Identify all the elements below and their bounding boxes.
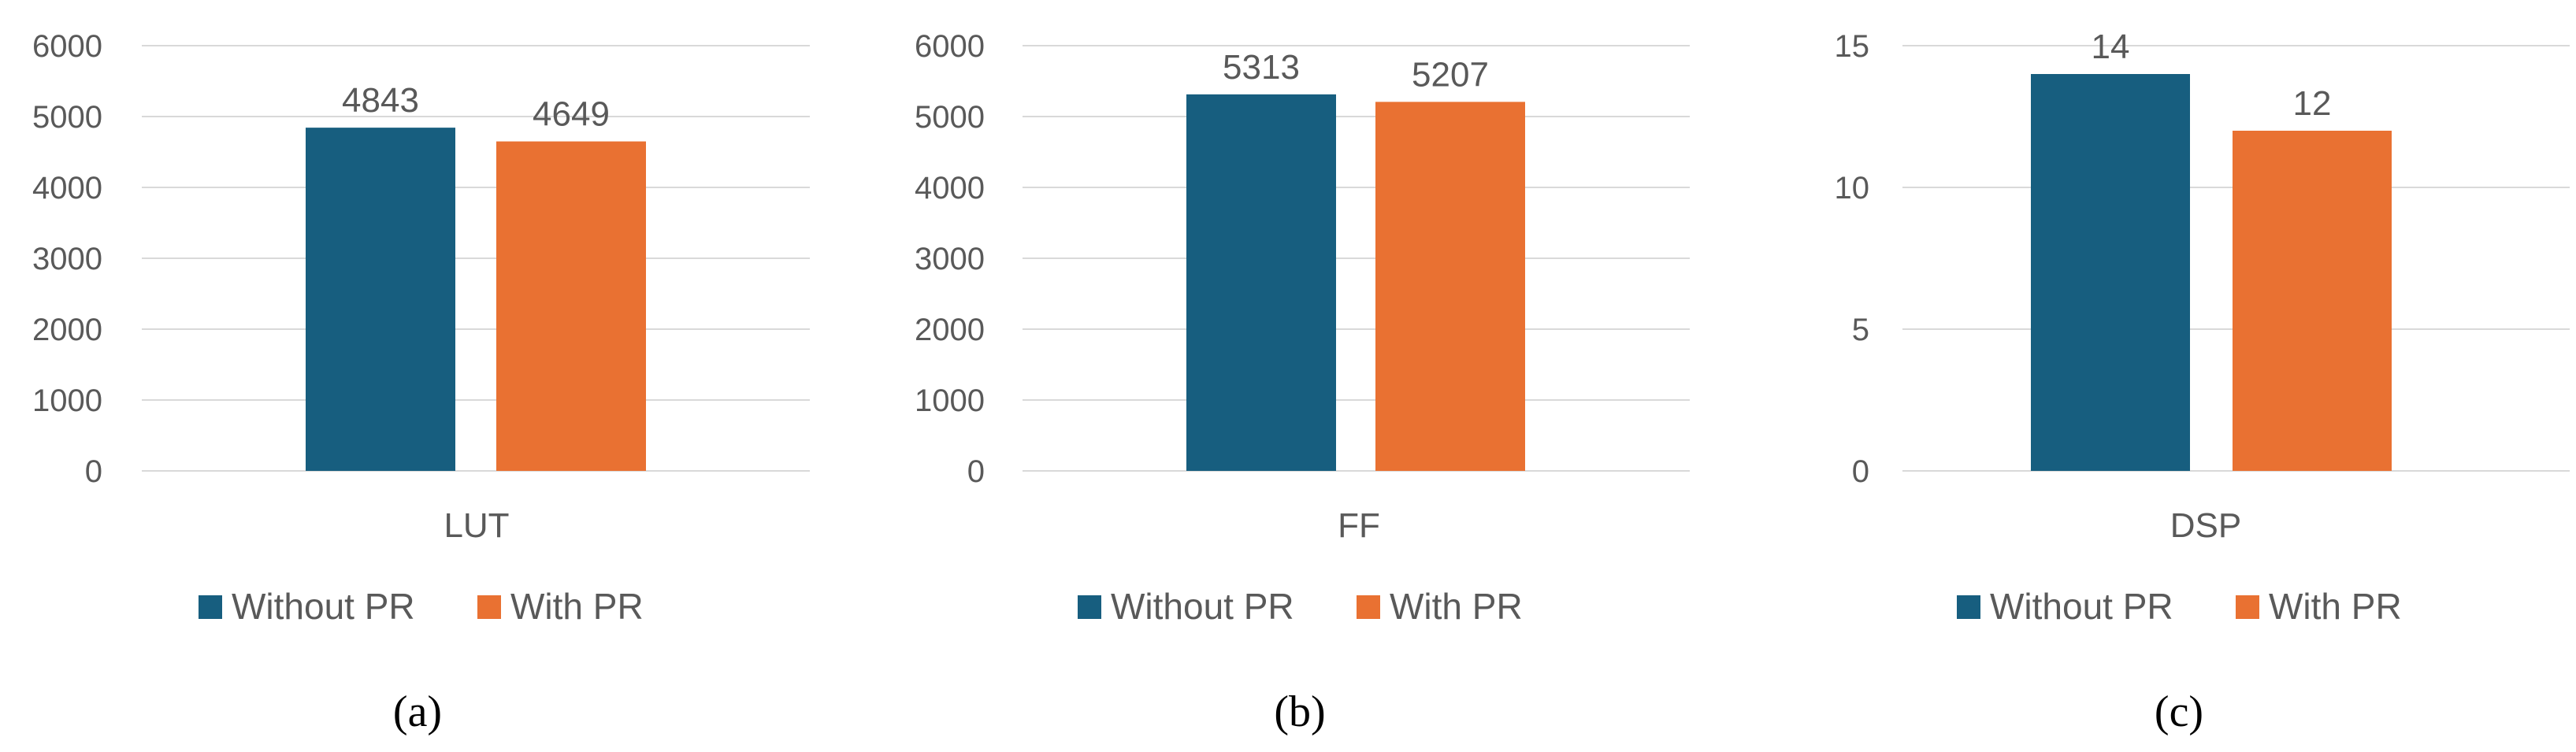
legend-label-without-pr: Without PR — [1111, 586, 1294, 627]
category-label: LUT — [444, 506, 509, 545]
panel-caption: (c) — [2155, 687, 2203, 736]
data-labels: 14 12 — [2092, 28, 2332, 123]
gridlines — [142, 45, 810, 472]
legend-label-without-pr: Without PR — [1990, 586, 2173, 627]
y-tick-label: 0 — [967, 454, 985, 489]
category-label: DSP — [2170, 506, 2241, 545]
bar-with-pr — [496, 141, 646, 471]
y-tick-label: 4000 — [32, 171, 102, 206]
category-label: FF — [1338, 506, 1380, 545]
legend-label-without-pr: Without PR — [232, 586, 415, 627]
chart-panel-b: 0 1000 2000 3000 4000 5000 6000 5313 5207 FF Wi… — [915, 29, 1690, 736]
y-axis: 0 5 10 15 — [1835, 29, 1870, 489]
legend-swatch-without-pr — [1957, 595, 1980, 619]
data-label-without-pr: 4843 — [342, 81, 419, 120]
legend-label-with-pr: With PR — [2269, 586, 2402, 627]
panel-caption: (b) — [1274, 687, 1325, 736]
y-tick-label: 5000 — [32, 100, 102, 135]
bar-without-pr — [306, 128, 455, 471]
y-tick-label: 4000 — [915, 171, 985, 206]
legend-swatch-with-pr — [1357, 595, 1380, 619]
legend: Without PR With PR — [1078, 586, 1523, 627]
y-tick-label: 5000 — [915, 100, 985, 135]
chart-panel-c: 0 5 10 15 14 12 DSP Without PR With PR (c) — [1835, 28, 2570, 736]
y-tick-label: 0 — [1852, 454, 1869, 489]
legend: Without PR With PR — [1957, 586, 2402, 627]
legend-label-with-pr: With PR — [510, 586, 644, 627]
bar-series — [306, 128, 646, 471]
gridlines — [1023, 45, 1690, 472]
data-labels: 4843 4649 — [342, 81, 610, 133]
bar-series — [1186, 94, 1525, 471]
legend-swatch-without-pr — [1078, 595, 1101, 619]
data-label-without-pr: 14 — [2092, 28, 2130, 66]
legend-swatch-with-pr — [2236, 595, 2259, 619]
legend: Without PR With PR — [199, 586, 644, 627]
legend-swatch-without-pr — [199, 595, 222, 619]
y-tick-label: 1000 — [915, 383, 985, 418]
y-tick-label: 5 — [1852, 313, 1869, 347]
data-label-with-pr: 5207 — [1412, 55, 1489, 94]
data-label-without-pr: 5313 — [1223, 48, 1300, 87]
y-tick-label: 15 — [1835, 29, 1870, 64]
y-tick-label: 6000 — [915, 29, 985, 64]
bar-without-pr — [1186, 94, 1336, 471]
y-tick-label: 3000 — [32, 242, 102, 276]
y-tick-label: 6000 — [32, 29, 102, 64]
chart-panel-a: 0 1000 2000 3000 4000 5000 6000 4843 4649 LUT W… — [32, 29, 810, 736]
panel-caption: (a) — [393, 687, 442, 736]
data-labels: 5313 5207 — [1223, 48, 1489, 94]
bar-with-pr — [2233, 131, 2392, 471]
legend-label-with-pr: With PR — [1390, 586, 1523, 627]
data-label-with-pr: 12 — [2293, 84, 2332, 123]
bar-series — [2031, 74, 2392, 471]
y-tick-label: 2000 — [32, 313, 102, 347]
bar-with-pr — [1375, 102, 1525, 471]
y-tick-label: 1000 — [32, 383, 102, 418]
y-axis: 0 1000 2000 3000 4000 5000 6000 — [915, 29, 985, 489]
y-tick-label: 0 — [85, 454, 102, 489]
y-axis: 0 1000 2000 3000 4000 5000 6000 — [32, 29, 102, 489]
bar-without-pr — [2031, 74, 2190, 471]
y-tick-label: 3000 — [915, 242, 985, 276]
y-tick-label: 10 — [1835, 171, 1870, 206]
y-tick-label: 2000 — [915, 313, 985, 347]
data-label-with-pr: 4649 — [533, 95, 610, 134]
legend-swatch-with-pr — [477, 595, 501, 619]
